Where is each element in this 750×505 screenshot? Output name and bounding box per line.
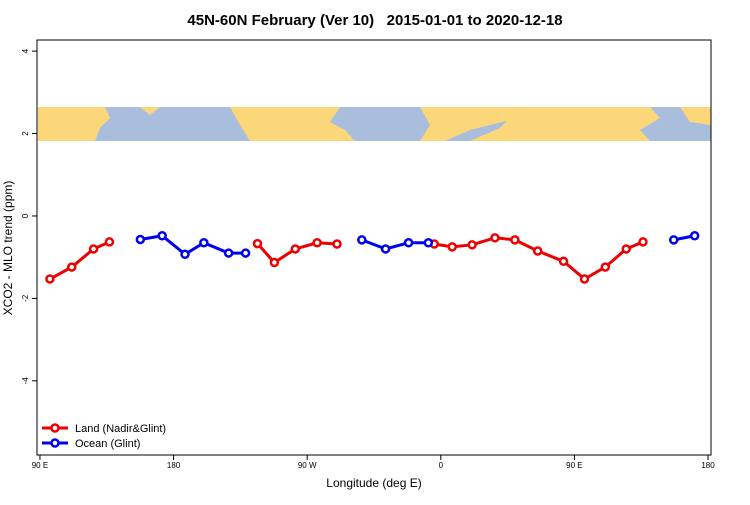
y-tick-label: 0	[21, 213, 30, 218]
y-axis-label: XCO2 - MLO trend (ppm)	[1, 181, 15, 316]
map-band	[38, 107, 711, 141]
x-tick-label: 90 E	[32, 461, 48, 470]
point	[269, 257, 280, 268]
legend-marker	[50, 438, 60, 448]
y-tick-label: 2	[21, 131, 30, 136]
x-tick-label: 90 E	[566, 461, 582, 470]
point	[510, 235, 520, 245]
plot-frame	[36, 39, 712, 456]
point	[668, 235, 679, 245]
point	[45, 274, 55, 284]
x-tick-label: 180	[701, 461, 715, 470]
series-line	[49, 236, 644, 281]
legend-marker	[50, 423, 60, 433]
y-tick-label: -4	[21, 377, 30, 385]
x-tick-label: 180	[167, 461, 181, 470]
point	[447, 242, 457, 252]
y-tick-label: -2	[21, 294, 30, 302]
legend-label: Land (Nadir&Glint)	[75, 423, 166, 435]
point	[88, 244, 99, 254]
series-line	[140, 234, 695, 257]
x-tick-label: 0	[439, 461, 444, 470]
point	[157, 231, 167, 241]
x-tick-label: 90 W	[298, 461, 317, 470]
point	[423, 238, 434, 248]
point	[240, 248, 251, 258]
point	[621, 244, 631, 254]
chart-title: 45N-60N February (Ver 10) 2015-01-01 to …	[187, 12, 562, 29]
point	[467, 240, 477, 250]
point	[223, 248, 234, 258]
point	[135, 234, 146, 245]
point	[199, 238, 209, 248]
x-axis-label: Longitude (deg E)	[326, 476, 421, 490]
point	[638, 237, 648, 247]
point	[380, 244, 391, 254]
point	[312, 238, 322, 248]
point	[600, 262, 611, 272]
legend-label: Ocean (Glint)	[75, 438, 140, 450]
point	[104, 237, 115, 247]
point	[290, 244, 301, 254]
point	[66, 262, 77, 272]
point	[403, 238, 414, 248]
point	[332, 239, 342, 249]
point	[558, 256, 569, 267]
point	[357, 235, 367, 245]
point	[532, 246, 543, 256]
point	[252, 238, 263, 249]
point	[490, 233, 500, 243]
point	[180, 249, 190, 260]
point	[689, 231, 700, 241]
y-tick-label: 4	[21, 48, 30, 53]
point	[579, 274, 590, 284]
